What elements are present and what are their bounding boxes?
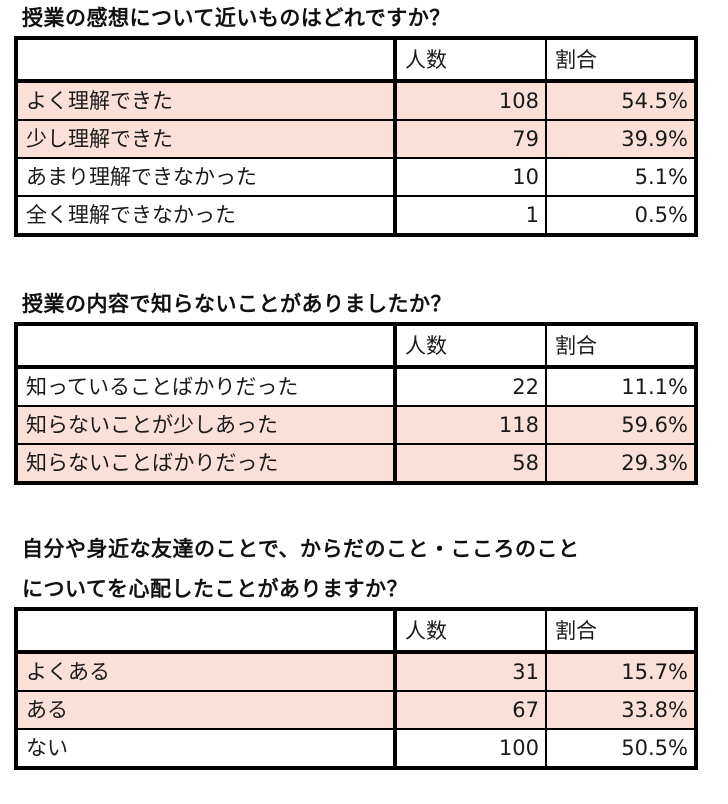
row-ratio: 5.1% <box>545 157 697 197</box>
header-ratio-cell: 割合 <box>545 37 697 83</box>
row-ratio: 54.5% <box>545 80 697 121</box>
row-label: よくある <box>15 651 396 692</box>
question-2-table: 人数 割合 知っていることばかりだった 22 11.1% 知らないことが少しあっ… <box>14 322 698 485</box>
header-ratio-cell: 割合 <box>545 323 697 369</box>
row-label: ある <box>15 690 396 730</box>
table-header-row: 人数 割合 <box>15 608 697 654</box>
row-ratio: 11.1% <box>545 366 697 407</box>
row-ratio: 50.5% <box>545 728 697 769</box>
row-count: 58 <box>393 443 547 484</box>
row-count: 79 <box>393 119 547 159</box>
table-row: 知らないことが少しあった 118 59.6% <box>15 405 697 445</box>
row-count: 1 <box>393 195 547 236</box>
table-row: ない 100 50.5% <box>15 728 697 769</box>
table-header-row: 人数 割合 <box>15 37 697 83</box>
row-ratio: 39.9% <box>545 119 697 159</box>
row-ratio: 15.7% <box>545 651 697 692</box>
row-label: 知らないことばかりだった <box>15 443 396 484</box>
header-count-cell: 人数 <box>393 37 547 83</box>
table-row: ある 67 33.8% <box>15 690 697 730</box>
question-3-title-line-2: についてを心配したことがありますか？ <box>22 577 408 601</box>
header-label-cell <box>15 323 396 369</box>
row-label: 知っていることばかりだった <box>15 366 396 407</box>
table-row: 知らないことばかりだった 58 29.3% <box>15 443 697 484</box>
header-label-cell <box>15 608 396 654</box>
row-ratio: 0.5% <box>545 195 697 236</box>
row-count: 108 <box>393 80 547 121</box>
row-count: 31 <box>393 651 547 692</box>
question-2-title: 授業の内容で知らないことがありましたか？ <box>22 292 452 316</box>
table-header-row: 人数 割合 <box>15 323 697 369</box>
row-count: 118 <box>393 405 547 445</box>
header-label-cell <box>15 37 396 83</box>
table-row: よくある 31 15.7% <box>15 651 697 692</box>
header-ratio-cell: 割合 <box>545 608 697 654</box>
row-label: よく理解できた <box>15 80 396 121</box>
row-ratio: 29.3% <box>545 443 697 484</box>
row-ratio: 59.6% <box>545 405 697 445</box>
row-count: 10 <box>393 157 547 197</box>
header-count-cell: 人数 <box>393 323 547 369</box>
row-label: ない <box>15 728 396 769</box>
row-ratio: 33.8% <box>545 690 697 730</box>
row-count: 67 <box>393 690 547 730</box>
question-1-table: 人数 割合 よく理解できた 108 54.5% 少し理解できた 79 39.9%… <box>14 36 698 237</box>
table-row: 全く理解できなかった 1 0.5% <box>15 195 697 236</box>
table-row: 少し理解できた 79 39.9% <box>15 119 697 159</box>
question-3-table: 人数 割合 よくある 31 15.7% ある 67 33.8% ない 100 5… <box>14 607 698 770</box>
question-1-title: 授業の感想について近いものはどれですか？ <box>22 6 451 30</box>
table-row: あまり理解できなかった 10 5.1% <box>15 157 697 197</box>
row-count: 100 <box>393 728 547 769</box>
table-row: 知っていることばかりだった 22 11.1% <box>15 366 697 407</box>
row-label: 知らないことが少しあった <box>15 405 396 445</box>
question-3-title-line-1: 自分や身近な友達のことで、からだのこと・こころのこと <box>22 537 580 561</box>
row-label: あまり理解できなかった <box>15 157 396 197</box>
row-count: 22 <box>393 366 547 407</box>
row-label: 少し理解できた <box>15 119 396 159</box>
header-count-cell: 人数 <box>393 608 547 654</box>
row-label: 全く理解できなかった <box>15 195 396 236</box>
table-row: よく理解できた 108 54.5% <box>15 80 697 121</box>
